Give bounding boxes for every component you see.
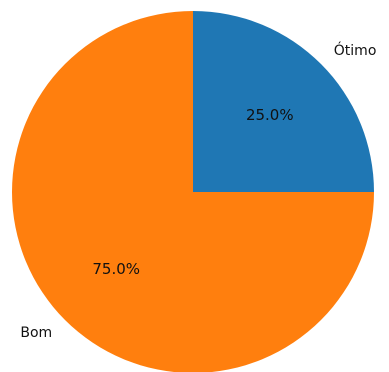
pie-percent-label-bom: 75.0%	[92, 260, 140, 278]
pie-category-label-bom: Bom	[20, 325, 52, 341]
pie-slice-otimo	[193, 11, 374, 192]
pie-category-label-otimo: Ótimo	[334, 41, 377, 59]
pie-slice-bom	[12, 11, 374, 372]
pie-percent-label-otimo: 25.0%	[246, 106, 294, 124]
